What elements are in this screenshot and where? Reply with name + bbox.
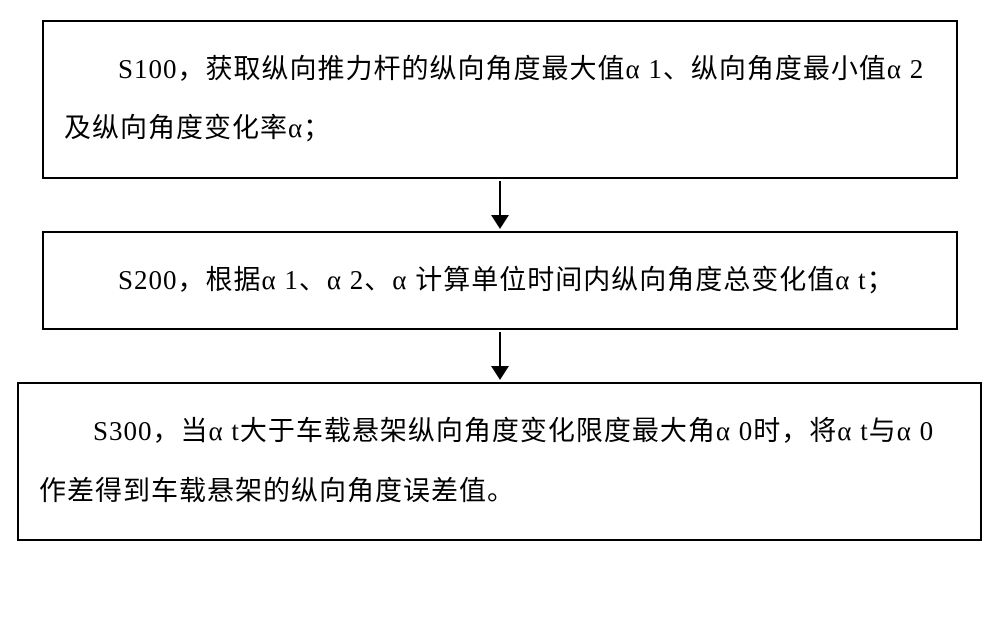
arrow-1 (0, 179, 1000, 231)
step-s300-box: S300，当α t大于车载悬架纵向角度变化限度最大角α 0时，将α t与α 0作… (17, 382, 982, 541)
flowchart-container: S100，获取纵向推力杆的纵向角度最大值α 1、纵向角度最小值α 2及纵向角度变… (0, 0, 1000, 630)
step-s200-box: S200，根据α 1、α 2、α 计算单位时间内纵向角度总变化值α t； (42, 231, 958, 330)
arrow-2 (0, 330, 1000, 382)
step-s100-box: S100，获取纵向推力杆的纵向角度最大值α 1、纵向角度最小值α 2及纵向角度变… (42, 20, 958, 179)
step-s200-text: S200，根据α 1、α 2、α 计算单位时间内纵向角度总变化值α t； (118, 265, 895, 295)
step-s300-text: S300，当α t大于车载悬架纵向角度变化限度最大角α 0时，将α t与α 0作… (39, 416, 934, 505)
arrow-down-icon (488, 179, 512, 231)
step-s100-text: S100，获取纵向推力杆的纵向角度最大值α 1、纵向角度最小值α 2及纵向角度变… (64, 54, 924, 143)
arrow-down-icon (488, 330, 512, 382)
